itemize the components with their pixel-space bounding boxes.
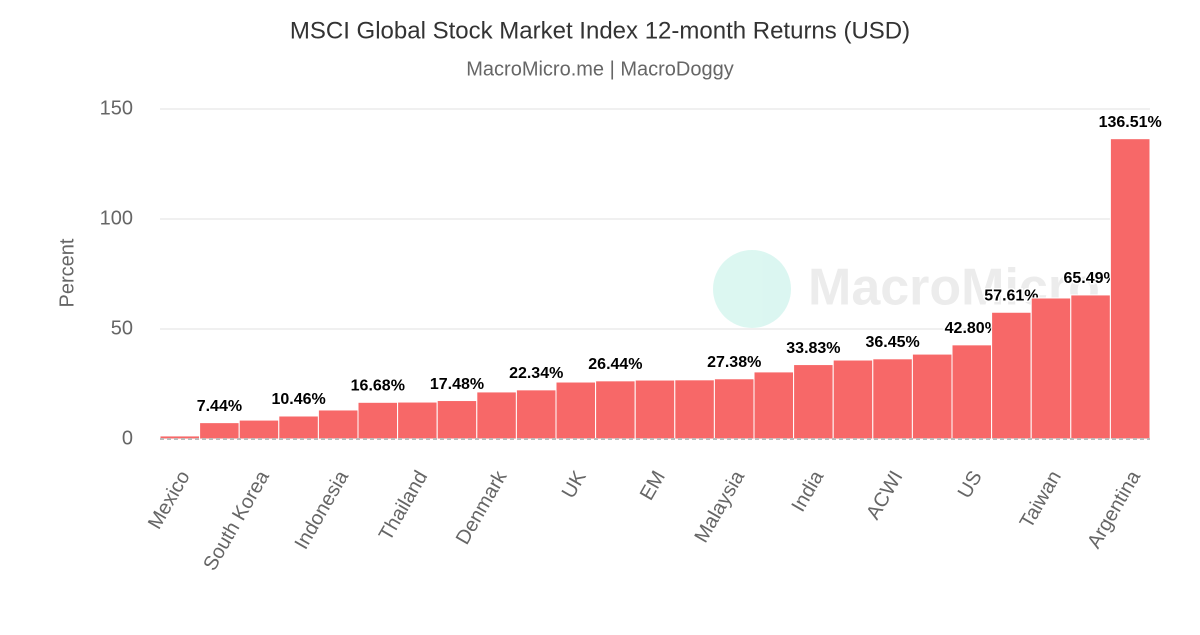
bar [515, 389, 557, 440]
bar [357, 401, 399, 440]
x-tick-label: Indonesia [291, 466, 354, 553]
bar [713, 378, 755, 440]
x-tick-label: ACWI [862, 467, 907, 523]
x-tick-label: India [788, 466, 829, 515]
bar [1109, 138, 1151, 440]
bar [1070, 294, 1111, 440]
bar [674, 379, 715, 440]
x-tick-label: Taiwan [1016, 467, 1066, 532]
value-label: 42.80% [945, 320, 999, 337]
bar [555, 381, 597, 440]
value-label: 136.51% [1099, 114, 1162, 131]
bar [317, 409, 359, 440]
chart-title: MSCI Global Stock Market Index 12-month … [290, 17, 910, 44]
value-label: 10.46% [271, 391, 325, 408]
bar [991, 311, 1032, 440]
bar [634, 379, 676, 440]
bar [951, 344, 993, 440]
x-tick-label: Denmark [452, 466, 512, 548]
value-label: 33.83% [786, 340, 840, 357]
y-axis-label: Percent [56, 238, 78, 307]
x-tick-label: South Korea [199, 466, 274, 574]
x-tick-label: Thailand [375, 467, 432, 544]
bar [199, 422, 240, 440]
bar [238, 419, 280, 440]
bar [872, 358, 913, 440]
bar [278, 415, 319, 440]
x-tick-label: Argentina [1083, 466, 1145, 552]
value-label: 27.38% [707, 354, 761, 371]
value-label: 57.61% [984, 287, 1038, 304]
y-tick-label: 100 [100, 207, 133, 229]
value-label: 65.49% [1063, 270, 1117, 287]
watermark-logo [713, 250, 791, 328]
x-tick-label: EM [636, 467, 670, 504]
chart-subtitle: MacroMicro.me | MacroDoggy [466, 58, 733, 80]
x-tick-label: Mexico [144, 467, 195, 533]
value-label: 36.45% [865, 334, 919, 351]
bar [436, 400, 478, 440]
y-tick-label: 0 [122, 427, 133, 449]
value-label: 26.44% [588, 356, 642, 373]
x-tick-label: US [954, 467, 987, 502]
bar [753, 371, 795, 440]
bar [159, 435, 201, 440]
bar [911, 353, 953, 440]
bar [793, 364, 834, 440]
value-label: 16.68% [351, 378, 405, 395]
x-tick-label: UK [558, 467, 591, 503]
bar [832, 359, 874, 440]
bar [1030, 297, 1072, 440]
value-label: 22.34% [509, 365, 563, 382]
bar [476, 391, 517, 440]
value-label: 7.44% [197, 398, 242, 415]
y-tick-label: 150 [100, 97, 133, 119]
bar [595, 380, 636, 440]
x-tick-label: Malaysia [691, 466, 750, 546]
y-tick-label: 50 [111, 317, 133, 339]
value-label: 17.48% [430, 376, 484, 393]
bar [397, 401, 438, 440]
